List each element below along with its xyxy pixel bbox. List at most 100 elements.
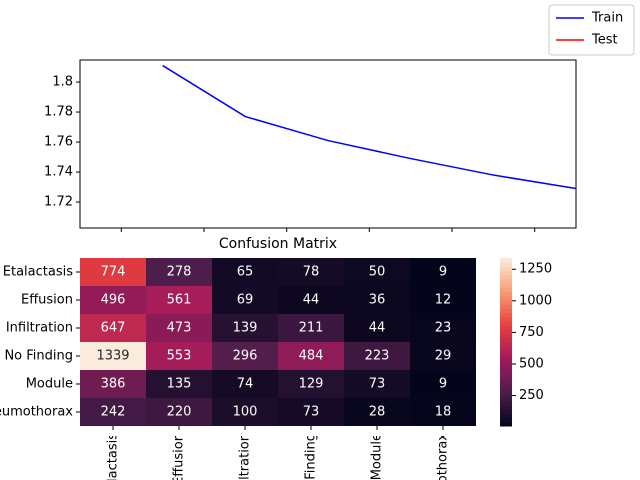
y-tick-label: 1.72 [44,195,73,210]
cell-label: 296 [233,349,258,364]
cell-label: 100 [233,405,258,420]
cell-label: 12 [435,293,452,308]
colorbar-tick-label: 1250 [519,262,552,277]
colorbar-segment [500,417,512,423]
colorbar-segment [500,371,512,377]
cell-label: 135 [167,377,192,392]
heatmap-cell [278,258,344,286]
row-label: No Finding [4,349,73,364]
heatmap-cell [146,342,212,370]
cell-label: 1339 [96,349,129,364]
cell-label: 23 [435,321,452,336]
heatmap-cell [146,286,212,314]
row-label: Pneumothorax [0,405,73,420]
colorbar-segment [500,312,512,318]
col-label: Etalactasis [106,433,121,480]
row-label: Effusion [21,293,73,308]
cell-label: 9 [439,265,447,280]
heatmap-cell [410,398,476,426]
col-label-clip: No Finding [304,433,319,480]
heatmap-cell [278,342,344,370]
cell-label: 65 [237,265,254,280]
cell-label: 278 [167,265,192,280]
heatmap-cell [278,286,344,314]
cell-label: 129 [299,377,324,392]
colorbar-segment [500,375,512,381]
legend-label: Train [591,11,623,26]
col-label-clip: Pneumothorax [436,433,451,480]
colorbar-segment [500,295,512,301]
colorbar-segment [500,325,512,330]
legend-label: Test [591,33,618,48]
colorbar-segment [500,363,512,368]
colorbar-segment [500,384,512,389]
colorbar-segment [500,283,512,288]
heatmap-cell [344,370,410,398]
cell-label: 29 [435,349,452,364]
col-label-clip: Infiltration [238,436,253,480]
heatmap-cell [212,286,278,314]
cell-label: 9 [439,377,447,392]
col-label: No Finding [304,433,319,480]
colorbar-segment [500,350,512,356]
heatmap-cell [212,342,278,370]
colorbar-segment [500,342,512,347]
y-tick-label: 1.74 [44,165,73,180]
heatmap-cell [212,314,278,342]
heatmap-cell [410,370,476,398]
colorbar-segment [500,266,512,272]
heatmap-cell [80,342,146,370]
heatmap-cell [344,314,410,342]
row-label: Etalactasis [3,265,73,280]
heatmap-cell [344,342,410,370]
cell-label: 553 [167,349,192,364]
colorbar-segment [500,333,512,339]
cell-label: 473 [167,321,192,336]
colorbar-segment [500,421,512,427]
cell-label: 242 [101,405,126,420]
cell-label: 561 [167,293,192,308]
cell-label: 73 [303,405,320,420]
colorbar-tick-label: 250 [519,388,544,403]
cell-label: 139 [233,321,258,336]
heatmap-cell [80,398,146,426]
col-label: Pneumothorax [436,433,451,480]
heatmap-cell [278,370,344,398]
heatmap-title: Confusion Matrix [219,236,337,252]
cell-label: 74 [237,377,254,392]
colorbar-tick-label: 1000 [519,293,552,308]
y-tick-label: 1.78 [44,105,73,120]
colorbar-segment [500,304,512,309]
col-label: Effusion [172,433,187,480]
colorbar-segment [500,258,512,263]
col-label-clip: Effusion [172,433,187,480]
col-label-clip: Etalactasis [106,433,121,480]
cell-label: 223 [365,349,390,364]
line-clip [162,64,576,190]
cell-label: 28 [369,405,386,420]
cell-label: 44 [303,293,320,308]
colorbar-segment [500,392,512,398]
line-series [162,64,576,190]
line-axes-frame [79,59,577,229]
colorbar-segment [500,291,512,297]
heatmap-cell [80,314,146,342]
colorbar-segment [500,358,512,364]
colorbar-tick-label: 500 [519,356,544,371]
cell-label: 386 [101,377,126,392]
colorbar-segment [500,300,512,305]
heatmap-cell [278,314,344,342]
colorbar-segment [500,321,512,326]
heatmap-cell [212,398,278,426]
colorbar-segment [500,316,512,322]
heatmap-cell [410,286,476,314]
heatmap-cell [146,314,212,342]
cell-label: 774 [101,265,126,280]
colorbar-segment [500,405,512,410]
heatmap-cell [212,258,278,286]
colorbar-segment [500,388,512,393]
cell-label: 44 [369,321,386,336]
heatmap-cell [146,258,212,286]
colorbar-segment [500,396,512,402]
heatmap-cell [410,258,476,286]
